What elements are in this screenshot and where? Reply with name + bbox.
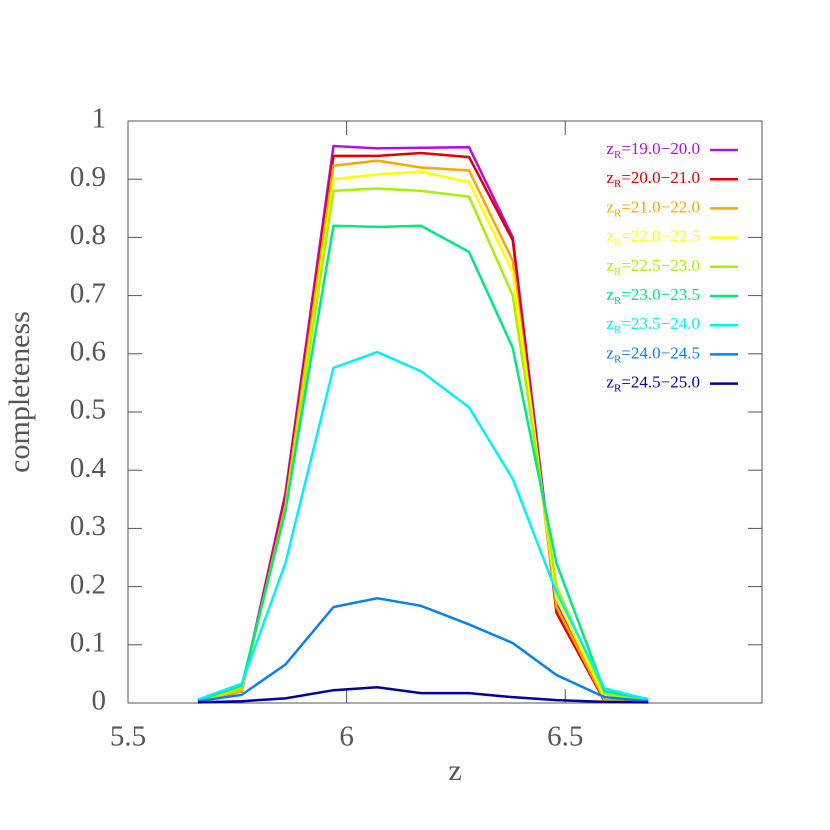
- series-line: [197, 596, 649, 703]
- legend-label: zR=22.0−22.5: [606, 227, 700, 249]
- y-tick-label: 0.1: [70, 626, 106, 658]
- y-tick-label: 0: [92, 685, 107, 717]
- y-tick-label: 0.7: [70, 277, 106, 309]
- y-tick-label: 0.9: [70, 161, 106, 193]
- legend-label: zR=24.0−24.5: [606, 343, 700, 365]
- x-tick-label: 6: [339, 721, 354, 753]
- y-tick-label: 0.8: [70, 219, 106, 251]
- series-line: [197, 686, 649, 704]
- x-tick-label: 5.5: [110, 721, 146, 753]
- x-tick-label: 6.5: [547, 721, 583, 753]
- y-tick-label: 0.2: [70, 568, 106, 600]
- y-tick-label: 0.6: [70, 335, 106, 367]
- series-line: [197, 350, 649, 701]
- legend-label: zR=22.5−23.0: [606, 256, 700, 278]
- legend-label: zR=23.0−23.5: [606, 285, 700, 307]
- legend-label: zR=24.5−25.0: [606, 373, 700, 395]
- series-line: [197, 170, 649, 703]
- series-line: [197, 187, 649, 702]
- legend-label: zR=19.0−20.0: [606, 139, 700, 161]
- y-tick-label: 0.5: [70, 394, 106, 426]
- y-tick-label: 1: [92, 103, 107, 135]
- legend-label: zR=23.5−24.0: [606, 314, 700, 336]
- y-axis-label: completeness: [3, 311, 36, 473]
- y-tick-label: 0.4: [70, 452, 107, 484]
- legend-label: zR=21.0−22.0: [606, 197, 700, 219]
- series-line: [197, 224, 649, 702]
- legend-label: zR=20.0−21.0: [606, 168, 700, 190]
- y-tick-label: 0.3: [70, 510, 106, 542]
- x-axis-label: z: [448, 754, 461, 787]
